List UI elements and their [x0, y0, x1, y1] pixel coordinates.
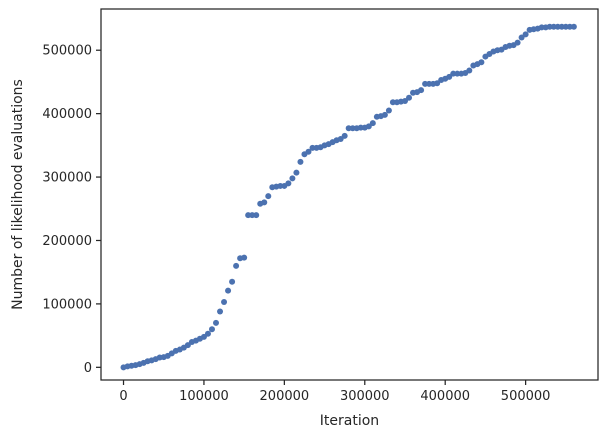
data-point: [518, 34, 525, 41]
data-point: [369, 120, 376, 127]
data-point: [229, 278, 236, 285]
data-points: [120, 23, 577, 371]
data-point: [466, 67, 473, 74]
data-point: [221, 298, 228, 305]
data-point: [213, 319, 220, 326]
data-point: [434, 80, 441, 87]
data-point: [285, 180, 292, 187]
data-point: [289, 175, 296, 182]
data-point: [365, 123, 372, 130]
data-point: [265, 193, 272, 200]
data-point: [406, 94, 413, 101]
data-point: [341, 132, 348, 139]
y-tick-label: 300000: [42, 171, 92, 186]
x-tick-label: 300000: [340, 389, 390, 404]
data-point: [293, 169, 300, 176]
data-point: [297, 158, 304, 165]
x-tick-label: 0: [119, 389, 127, 404]
data-point: [522, 31, 529, 38]
data-point: [401, 97, 408, 104]
data-point: [446, 73, 453, 80]
data-point: [200, 333, 207, 340]
data-point: [241, 254, 248, 261]
data-point: [478, 59, 485, 66]
data-point: [381, 111, 388, 118]
data-point: [418, 87, 425, 94]
data-point: [217, 308, 224, 315]
y-axis-label: Number of likelihood evaluations: [10, 79, 26, 310]
data-point: [253, 212, 260, 219]
y-tick-label: 100000: [42, 297, 92, 312]
data-point: [570, 23, 577, 30]
data-point: [204, 330, 211, 337]
x-tick-label: 100000: [179, 389, 229, 404]
x-axis-ticks: 0 100000 200000 300000 400000 500000: [119, 380, 550, 404]
y-tick-label: 400000: [42, 107, 92, 122]
data-point: [208, 326, 215, 333]
x-tick-label: 200000: [260, 389, 310, 404]
data-point: [385, 107, 392, 114]
data-point: [514, 39, 521, 46]
x-axis-label: Iteration: [320, 413, 379, 429]
y-tick-label: 200000: [42, 234, 92, 249]
data-point: [305, 148, 312, 155]
data-point: [261, 199, 268, 206]
y-axis-ticks: 0 100000 200000 300000 400000 500000: [42, 44, 101, 376]
data-point: [337, 136, 344, 143]
plot-frame: [100, 8, 599, 381]
data-point: [184, 342, 191, 349]
x-tick-label: 400000: [420, 389, 470, 404]
data-point: [225, 287, 232, 294]
data-point: [233, 262, 240, 269]
y-tick-label: 500000: [42, 44, 92, 59]
y-tick-label: 0: [84, 361, 92, 376]
x-tick-label: 500000: [501, 389, 551, 404]
